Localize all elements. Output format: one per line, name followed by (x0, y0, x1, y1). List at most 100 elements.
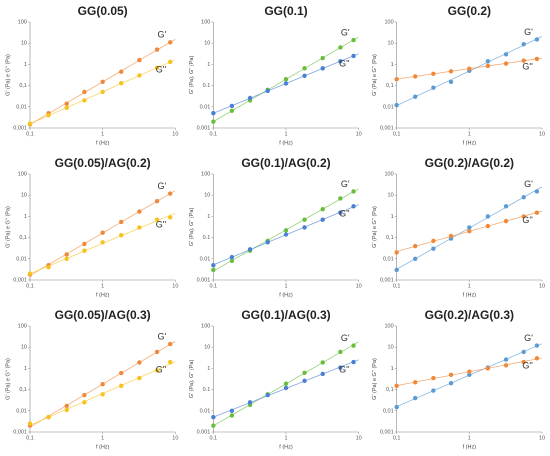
chart-panel: GG(0.1)/AG(0.2) 0.001 0.01 0.1 1 10 100 0.1 1 10 f… (189, 156, 362, 298)
y-tick-label: 0.01 (200, 104, 211, 110)
x-tick-label: 1 (284, 131, 287, 137)
y-axis-label: G' (Pa) e G'' (Pa) (372, 206, 378, 248)
data-point (467, 372, 472, 377)
data-point (448, 233, 454, 239)
data-point (413, 243, 418, 249)
data-point (521, 359, 526, 365)
data-point (394, 102, 399, 108)
data-point (431, 85, 436, 90)
y-tick-label: 0.1 (203, 387, 211, 393)
y-tick-label: 1 (24, 366, 27, 372)
series-label: G'' (156, 64, 167, 74)
y-tick-label: 1 (207, 62, 210, 68)
y-tick-label: 10 (388, 193, 394, 199)
y-tick-label: 100 (201, 171, 210, 177)
y-axis-label: G' (Pa) e G'' (Pa) (372, 358, 378, 400)
chart-panel: GG(0.1)/AG(0.3) 0.001 0.01 0.1 1 10 100 0.1 1 10 f… (189, 308, 362, 450)
data-point (338, 365, 343, 370)
data-point (503, 52, 509, 57)
y-tick-label: 0,01 (16, 104, 27, 110)
series-label: G' (157, 331, 166, 341)
y-tick-label: 10 (21, 41, 27, 47)
data-point (64, 105, 69, 110)
data-point (137, 225, 142, 230)
x-tick-label: 1 (284, 435, 287, 441)
data-point (168, 359, 173, 365)
data-point (521, 349, 526, 355)
x-tick-label: 1 (468, 283, 471, 289)
data-point (137, 360, 142, 365)
data-point (64, 403, 69, 409)
x-tick-label: 10 (172, 283, 178, 289)
y-tick-label: 10 (21, 193, 27, 199)
data-point (338, 196, 343, 201)
data-point (338, 210, 343, 215)
data-point (485, 214, 491, 219)
data-point (394, 404, 399, 410)
y-tick-label: 1 (391, 62, 394, 68)
y-tick-label: 1 (391, 214, 394, 220)
y-tick-label: 1 (24, 62, 27, 68)
y-tick-label: 10 (21, 345, 27, 351)
y-tick-label: 1 (391, 366, 394, 372)
series-label: G' (524, 27, 533, 37)
data-point (521, 41, 526, 47)
data-point (413, 380, 418, 385)
data-point (154, 199, 160, 204)
chart-panel: GG(0.05)/AG(0.2) 0,001 0,01 0,1 1 10 100 0,1 1 10… (5, 156, 178, 298)
x-axis-label: f (Hz) (279, 140, 293, 146)
data-point (320, 371, 325, 377)
data-point (154, 47, 160, 52)
data-point (413, 256, 418, 261)
data-point (229, 103, 235, 109)
y-tick-label: 100 (18, 323, 27, 329)
x-axis-label: f (Hz) (279, 444, 293, 450)
data-point (521, 214, 526, 219)
data-point (211, 414, 216, 420)
y-tick-label: 10 (204, 41, 210, 47)
series-label: G'' (522, 61, 533, 71)
y-tick-label: 0,001 (380, 277, 394, 283)
y-tick-label: 10 (204, 345, 210, 351)
y-axis-label: G' (Pa) e G'' (Pa) (5, 206, 11, 248)
y-tick-label: 0,1 (386, 387, 394, 393)
data-point (485, 366, 491, 371)
data-point (302, 66, 307, 71)
data-point (247, 95, 253, 101)
data-point (503, 357, 509, 362)
y-axis-label: G' (Pa) e G'' (Pa) (5, 54, 11, 96)
data-point (431, 71, 436, 77)
data-point (100, 240, 105, 245)
y-tick-label: 0,1 (386, 235, 394, 241)
x-tick-label: 0,1 (26, 283, 34, 289)
data-point (283, 385, 289, 391)
data-point (467, 369, 472, 374)
chart-panel: GG(0.05)/AG(0.3) 0,001 0,01 0,1 1 10 100 0,1 1 10… (5, 308, 178, 450)
data-point (534, 56, 540, 62)
chart-title: GG(0.1)/AG(0.3) (241, 308, 330, 322)
y-tick-label: 100 (18, 19, 27, 25)
data-point (247, 247, 253, 252)
data-point (467, 229, 472, 234)
data-point (351, 37, 356, 43)
chart-title: GG(0.05) (78, 4, 128, 18)
series-label: G'' (339, 58, 350, 68)
series-label: G'' (522, 215, 533, 225)
chart-panel: GG(0.2)/AG(0.2) 0,001 0,01 0,1 1 10 100 0,1 1 10 f… (372, 156, 545, 298)
data-point (521, 58, 526, 63)
chart-title: GG(0.2) (448, 4, 491, 18)
data-point (168, 341, 173, 347)
x-tick-label: 0,1 (26, 435, 34, 441)
data-point (46, 414, 51, 420)
y-tick-label: 0,01 (383, 408, 394, 414)
data-point (46, 113, 51, 118)
chart-title: GG(0.2)/AG(0.3) (425, 308, 514, 322)
x-tick-label: 10 (172, 435, 178, 441)
series-label: G' (524, 333, 533, 343)
data-point (27, 271, 33, 276)
x-tick-label: 10 (356, 283, 362, 289)
y-tick-label: 1 (207, 214, 210, 220)
data-point (448, 79, 454, 85)
y-tick-label: 0.1 (203, 235, 211, 241)
data-point (283, 232, 289, 237)
